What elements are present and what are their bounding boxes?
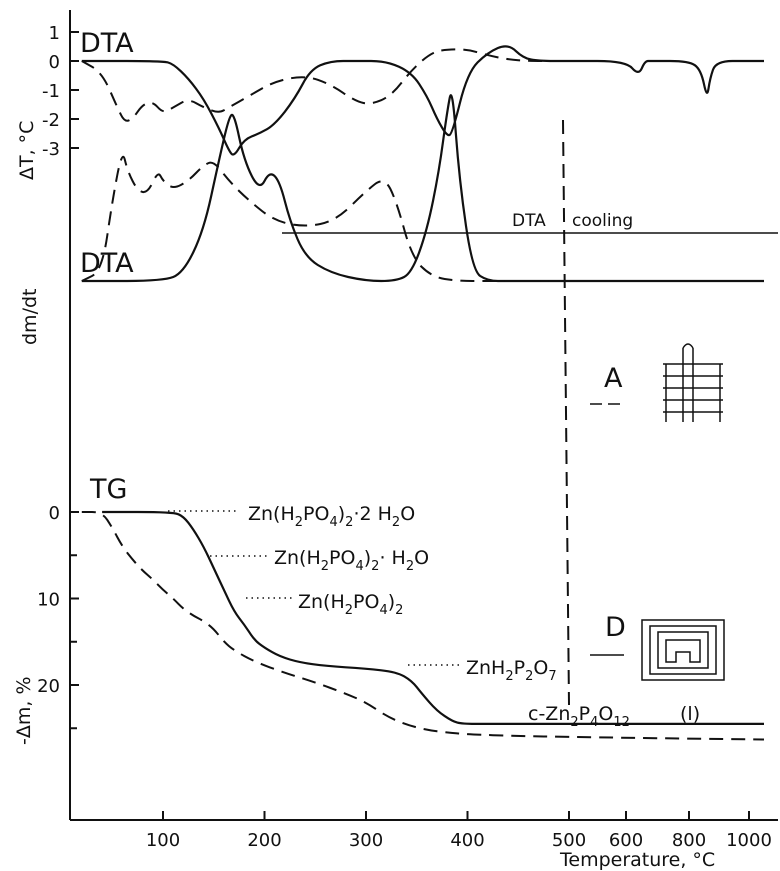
structure-a-pictogram xyxy=(663,343,723,422)
y-tick-label: 10 xyxy=(37,590,60,611)
annotation-c-zn2p4o12: c-Zn2P4O12 xyxy=(528,703,630,730)
y-tick-label: 20 xyxy=(37,676,60,697)
x-tick-label: 200 xyxy=(247,830,281,851)
x-axis-label: Temperature, °C xyxy=(559,849,715,871)
x-tick-label: 400 xyxy=(450,830,484,851)
annotation-zn-anhydrous: Zn(H2PO4)2 xyxy=(298,591,403,618)
legend-d-label: D xyxy=(605,612,626,643)
dtg-ylabel: dm/dt xyxy=(19,289,41,345)
dta-curve-d-solid xyxy=(81,45,764,156)
y-tick-label: -3 xyxy=(42,139,60,160)
tg-title: TG xyxy=(89,474,127,505)
dta-title-middle: DTA xyxy=(80,248,134,279)
dtg-curve-d-solid xyxy=(81,94,764,283)
x-tick-label: 600 xyxy=(609,830,643,851)
cooling-label: cooling xyxy=(572,211,633,231)
legend-a-label: A xyxy=(604,363,623,394)
y-tick-label: 1 xyxy=(49,23,60,44)
dtg-curve-a-dashed xyxy=(81,155,569,282)
dta-ylabel: ΔT, °C xyxy=(16,121,38,180)
cooling-dta-label: DTA xyxy=(512,211,546,231)
cooling-divider xyxy=(562,119,570,706)
corner-label: (l) xyxy=(680,703,700,725)
y-tick-label: 0 xyxy=(49,503,60,524)
dta-curve-a-dashed xyxy=(81,48,569,122)
annotation-zn-dihydrate: Zn(H2PO4)2·2 H2O xyxy=(248,503,415,530)
tg-curve-d-solid xyxy=(102,510,764,726)
tg-annotations: Zn(H2PO4)2·2 H2O Zn(H2PO4)2· H2O Zn(H2PO… xyxy=(168,503,700,730)
annotation-znh2p2o7: ZnH2P2O7 xyxy=(466,657,557,684)
x-tick-label: 100 xyxy=(146,830,180,851)
tg-ylabel: -Δm, % xyxy=(13,677,35,746)
x-axis-ticks: 100 200 300 400 500 600 800 1000 xyxy=(146,811,772,851)
legend: A D xyxy=(590,343,725,681)
x-tick-label: 500 xyxy=(552,830,586,851)
y-tick-label: 0 xyxy=(49,52,60,73)
y-tick-label: -2 xyxy=(42,110,60,131)
data-series xyxy=(81,45,765,741)
x-tick-label: 800 xyxy=(672,830,706,851)
dta-cooling-annotation: DTA cooling xyxy=(282,119,778,706)
x-tick-label: 1000 xyxy=(726,830,772,851)
y-tick-label: -1 xyxy=(42,81,60,102)
x-tick-label: 300 xyxy=(349,830,383,851)
structure-d-pictogram xyxy=(641,619,725,681)
dta-title-top: DTA xyxy=(80,28,134,59)
plot-frame xyxy=(69,10,778,821)
annotation-zn-monohydrate: Zn(H2PO4)2· H2O xyxy=(274,547,429,574)
